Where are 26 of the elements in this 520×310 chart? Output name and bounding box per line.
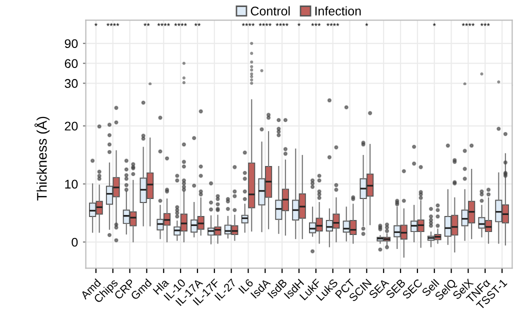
- y-tick-label: 0: [72, 238, 78, 247]
- annotation: ***: [480, 23, 490, 26]
- annotation: ****: [258, 23, 272, 26]
- annotation: *: [94, 23, 98, 26]
- annotation: *: [432, 23, 436, 26]
- y-tick-label: 90: [64, 39, 78, 48]
- annotation: ****: [242, 23, 255, 26]
- annotation: ****: [276, 23, 288, 26]
- annotation: ***: [311, 23, 321, 26]
- annotation: ****: [157, 23, 170, 26]
- legend-label: Infection: [315, 6, 361, 16]
- y-tick-label: 60: [64, 59, 78, 68]
- annotation: ****: [174, 23, 187, 26]
- annotation: ****: [106, 23, 120, 26]
- legend-label: Control: [250, 6, 290, 16]
- y-tick-label: 30: [64, 79, 78, 88]
- annotation: *: [298, 23, 300, 26]
- annotation: *: [365, 23, 368, 26]
- annotation: ****: [326, 23, 340, 26]
- y-tick-label: 20: [64, 122, 78, 131]
- annotation: ****: [462, 23, 475, 26]
- y-axis-title: Thickness (Å): [34, 116, 50, 201]
- x-tick-label: IL6: [238, 278, 254, 294]
- annotation: **: [144, 23, 150, 26]
- annotation: **: [194, 23, 201, 26]
- y-tick-label: 10: [65, 180, 78, 189]
